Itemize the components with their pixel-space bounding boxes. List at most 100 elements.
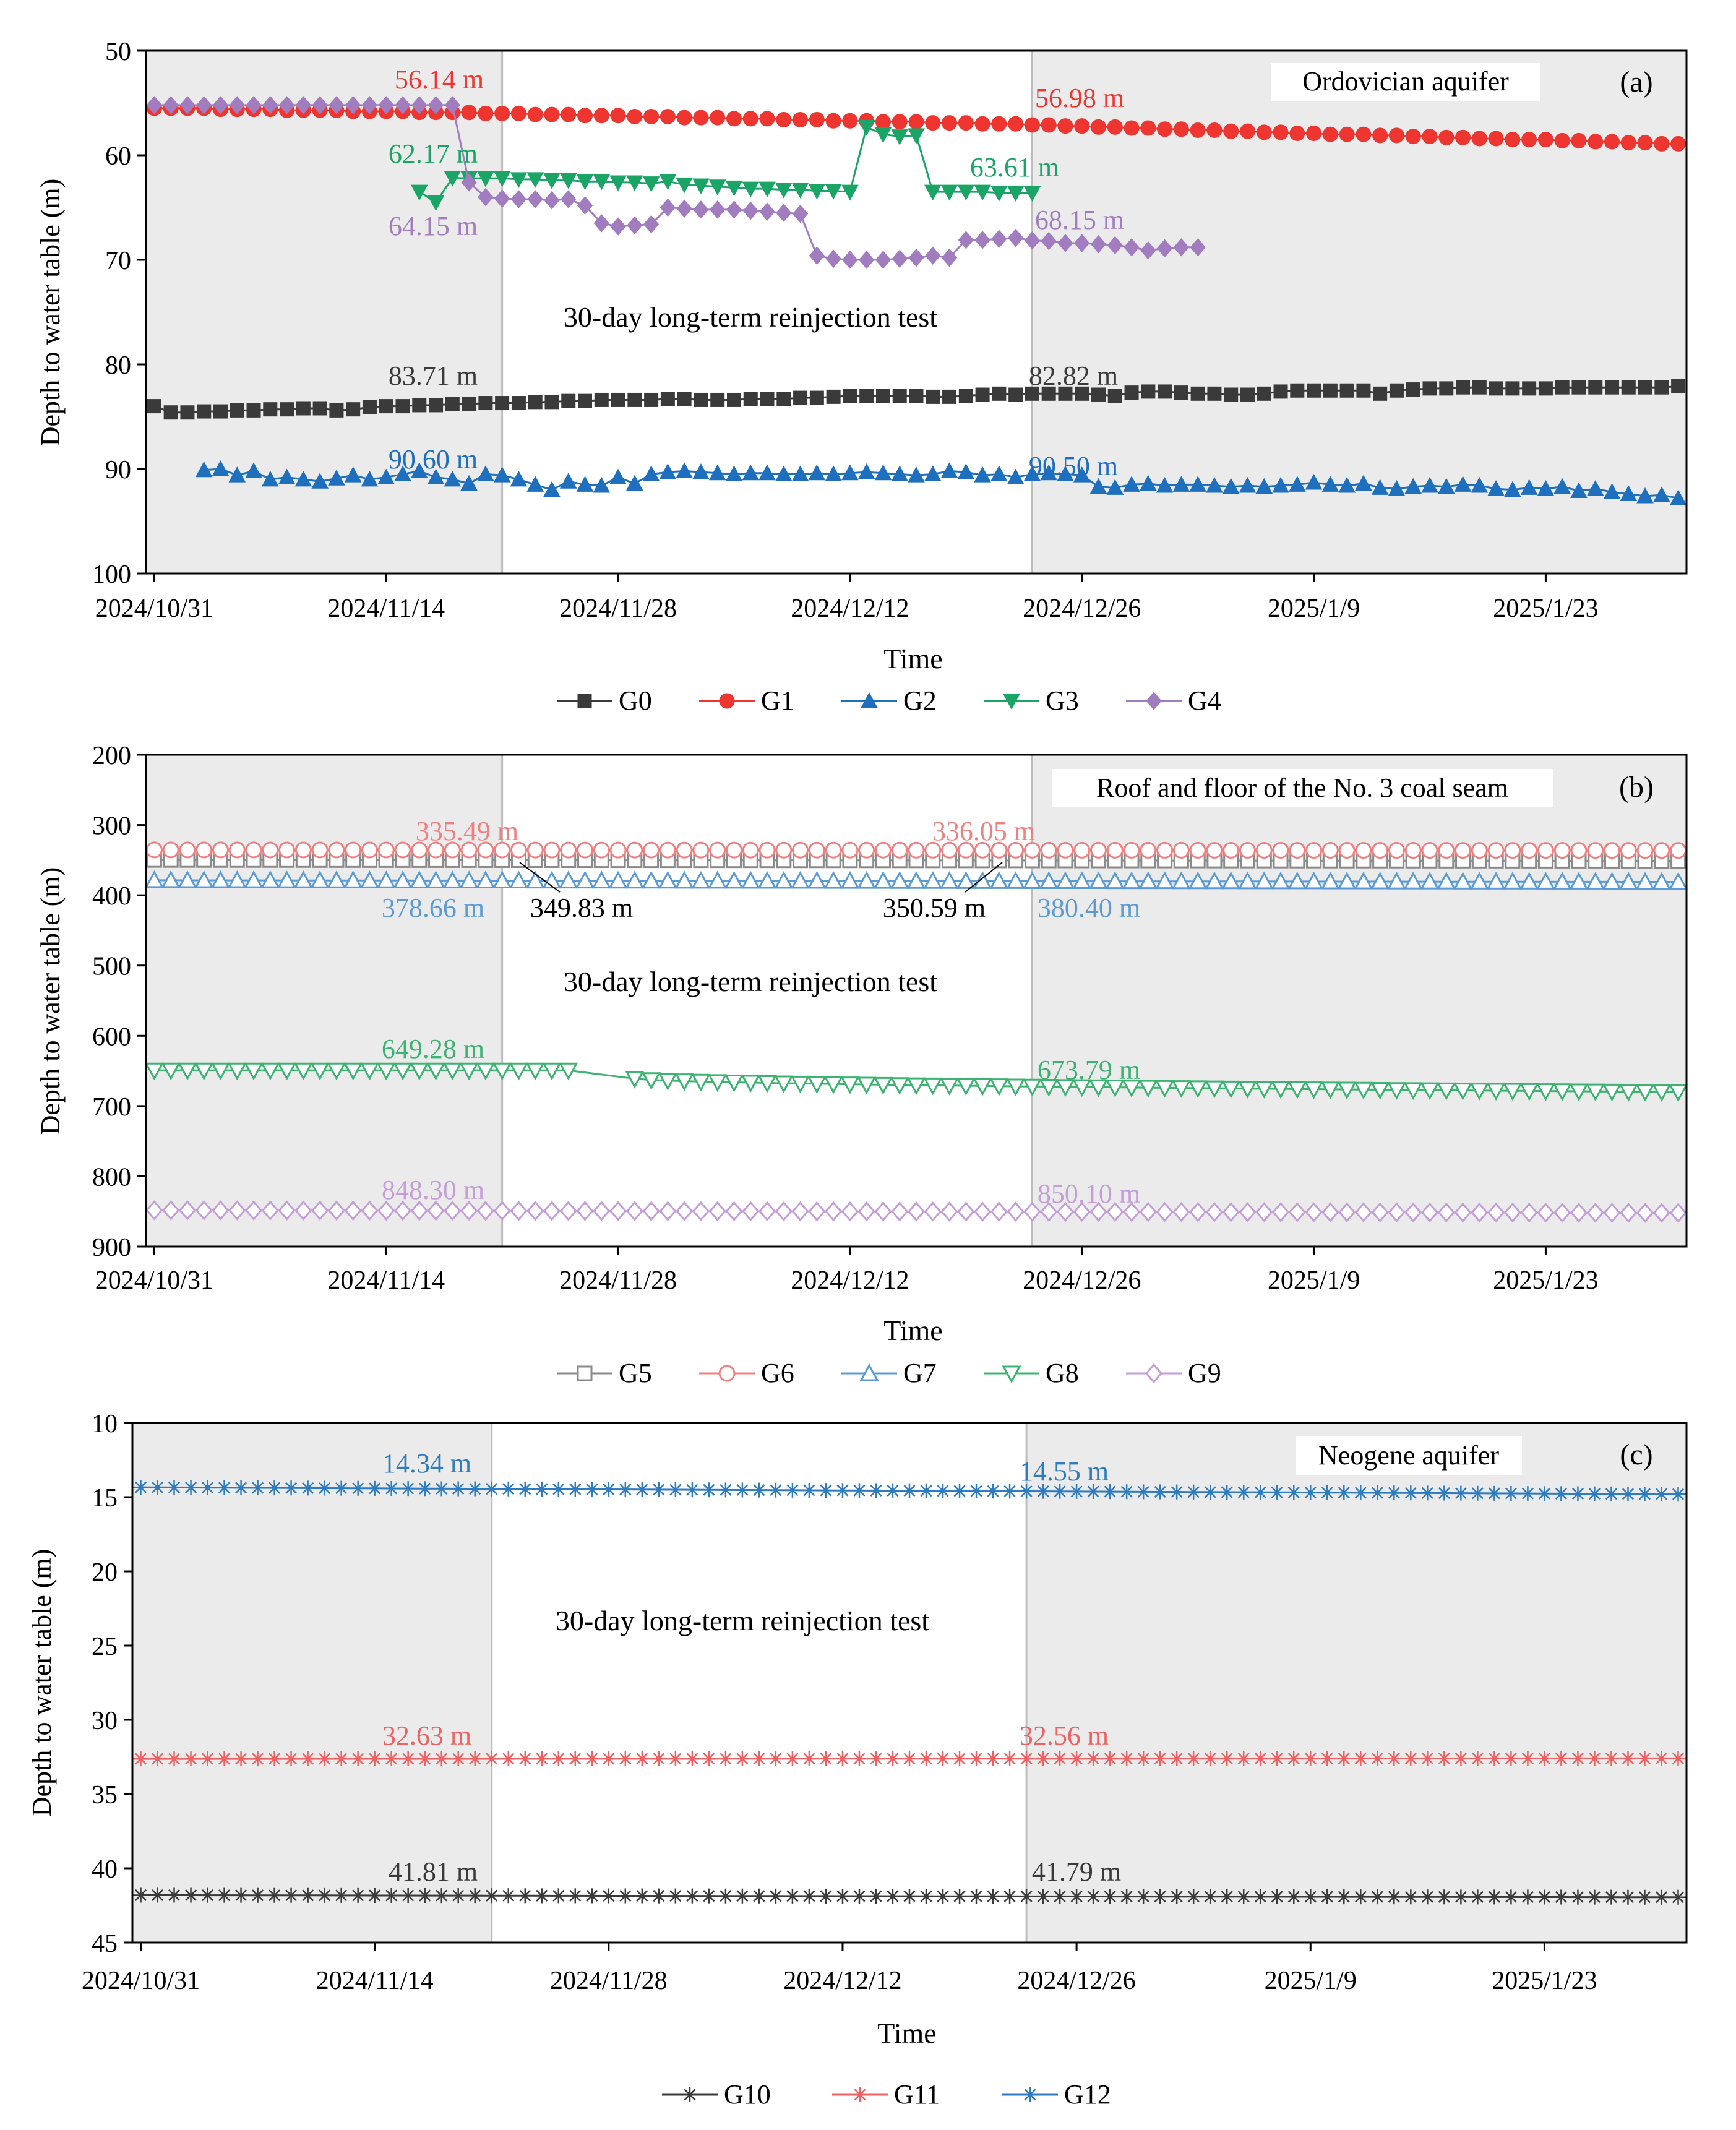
- data-point-g6: [1007, 841, 1025, 859]
- y-tick-label: 10: [92, 1410, 118, 1438]
- data-point-g6: [196, 841, 213, 859]
- data-point-g11: [150, 1751, 165, 1767]
- data-point-g7: [1188, 871, 1208, 890]
- data-point-g1: [1008, 116, 1024, 132]
- panel-a-frame: [145, 49, 1688, 575]
- data-point-g10: [768, 1888, 783, 1904]
- data-point-g6: [1272, 841, 1289, 859]
- data-point-g10: [1453, 1889, 1469, 1905]
- data-point-g4: [494, 189, 510, 208]
- data-point-g1: [610, 108, 626, 124]
- data-point-g4: [262, 96, 278, 114]
- x-tick-label: 2025/1/23: [1492, 1967, 1597, 1995]
- data-point-g7: [741, 870, 760, 889]
- data-point-g2: [1123, 476, 1140, 492]
- data-point-g6: [212, 841, 229, 859]
- data-point-g1: [1239, 123, 1255, 139]
- data-point-g10: [1370, 1889, 1385, 1905]
- data-point-g11: [350, 1751, 366, 1767]
- data-point-g3: [559, 173, 577, 189]
- panel-c-shade-after-test: [1026, 1423, 1687, 1943]
- data-point-g4: [278, 96, 295, 114]
- data-point-g1: [726, 111, 742, 127]
- data-point-g3: [974, 184, 991, 201]
- data-point-g6: [1255, 841, 1273, 859]
- data-point-g6: [1636, 842, 1654, 859]
- data-point-g7: [1105, 871, 1125, 890]
- data-point-g7: [1469, 872, 1489, 890]
- data-point-g4: [312, 96, 328, 114]
- data-point-g9: [1586, 1202, 1604, 1223]
- data-point-g4: [958, 231, 974, 249]
- data-point-g4: [510, 190, 527, 208]
- data-point-g12: [367, 1480, 382, 1496]
- data-point-g9: [493, 1200, 511, 1221]
- data-point-g8: [293, 1062, 313, 1081]
- data-point-g6: [1521, 842, 1538, 859]
- data-point-g8: [1503, 1083, 1523, 1101]
- data-point-g9: [791, 1201, 809, 1222]
- panel-c-legend: G10 G11 G12: [662, 2079, 1111, 2110]
- data-point-g8: [244, 1062, 264, 1081]
- data-point-g0: [462, 397, 476, 411]
- data-point-g2: [1156, 476, 1174, 493]
- data-point-g10: [651, 1888, 666, 1904]
- data-point-g12: [734, 1482, 750, 1498]
- data-point-g12: [1169, 1484, 1185, 1500]
- data-point-g2: [444, 470, 462, 487]
- data-point-g6: [1537, 842, 1554, 859]
- data-point-g2: [708, 464, 726, 481]
- data-point-g7: [1171, 871, 1191, 890]
- data-point-g9: [1089, 1201, 1107, 1222]
- data-point-g0: [1240, 387, 1255, 402]
- data-point-g12: [1670, 1487, 1686, 1502]
- data-point-g7: [359, 870, 379, 888]
- data-point-g8: [708, 1074, 728, 1093]
- data-point-g12: [1453, 1485, 1469, 1501]
- data-point-g2: [1222, 478, 1240, 494]
- data-point-g11: [835, 1751, 850, 1766]
- data-point-g8: [509, 1062, 528, 1081]
- data-point-g7: [442, 870, 462, 888]
- data-point-g12: [1604, 1486, 1619, 1501]
- panel-b-shade-after-test: [1032, 755, 1687, 1247]
- data-point-g8: [1437, 1082, 1456, 1101]
- data-point-g9: [990, 1201, 1008, 1222]
- data-point-g3: [808, 183, 826, 200]
- data-point-g4: [1024, 231, 1041, 250]
- data-point-g6: [328, 841, 345, 859]
- data-point-g9: [841, 1201, 859, 1222]
- data-point-g8: [741, 1075, 760, 1093]
- data-point-g12: [1336, 1485, 1352, 1500]
- data-point-g0: [329, 403, 344, 418]
- data-point-g1: [1455, 129, 1471, 145]
- data-point-g1: [842, 113, 858, 129]
- data-point-g0: [1522, 381, 1537, 396]
- legend-marker-g10: [682, 2087, 697, 2102]
- data-point-g4: [908, 248, 924, 267]
- legend-label-g12: G12: [1064, 2079, 1111, 2110]
- data-point-g8: [1552, 1083, 1572, 1101]
- x-tick-label: 2024/10/31: [82, 1967, 200, 1995]
- data-point-g9: [593, 1201, 611, 1221]
- data-point-g0: [1638, 380, 1652, 395]
- data-point-g9: [559, 1201, 577, 1221]
- data-point-g3: [410, 184, 428, 201]
- data-point-g11: [651, 1751, 666, 1766]
- data-point-g4: [875, 251, 892, 269]
- y-tick-label: 500: [92, 953, 131, 981]
- data-point-g9: [228, 1200, 246, 1221]
- data-point-g11: [784, 1751, 800, 1766]
- data-point-g8: [642, 1072, 661, 1090]
- data-point-g3: [891, 129, 909, 145]
- data-point-g4: [676, 199, 692, 218]
- data-point-g2: [543, 481, 561, 497]
- data-point-g10: [484, 1888, 499, 1904]
- data-point-g3: [659, 174, 677, 191]
- data-point-g10: [534, 1888, 549, 1904]
- data-point-g7: [989, 871, 1009, 889]
- data-point-g12: [1654, 1487, 1669, 1502]
- data-point-g0: [694, 392, 708, 407]
- data-point-g0: [1439, 381, 1454, 396]
- legend-marker-g7: [859, 1363, 879, 1381]
